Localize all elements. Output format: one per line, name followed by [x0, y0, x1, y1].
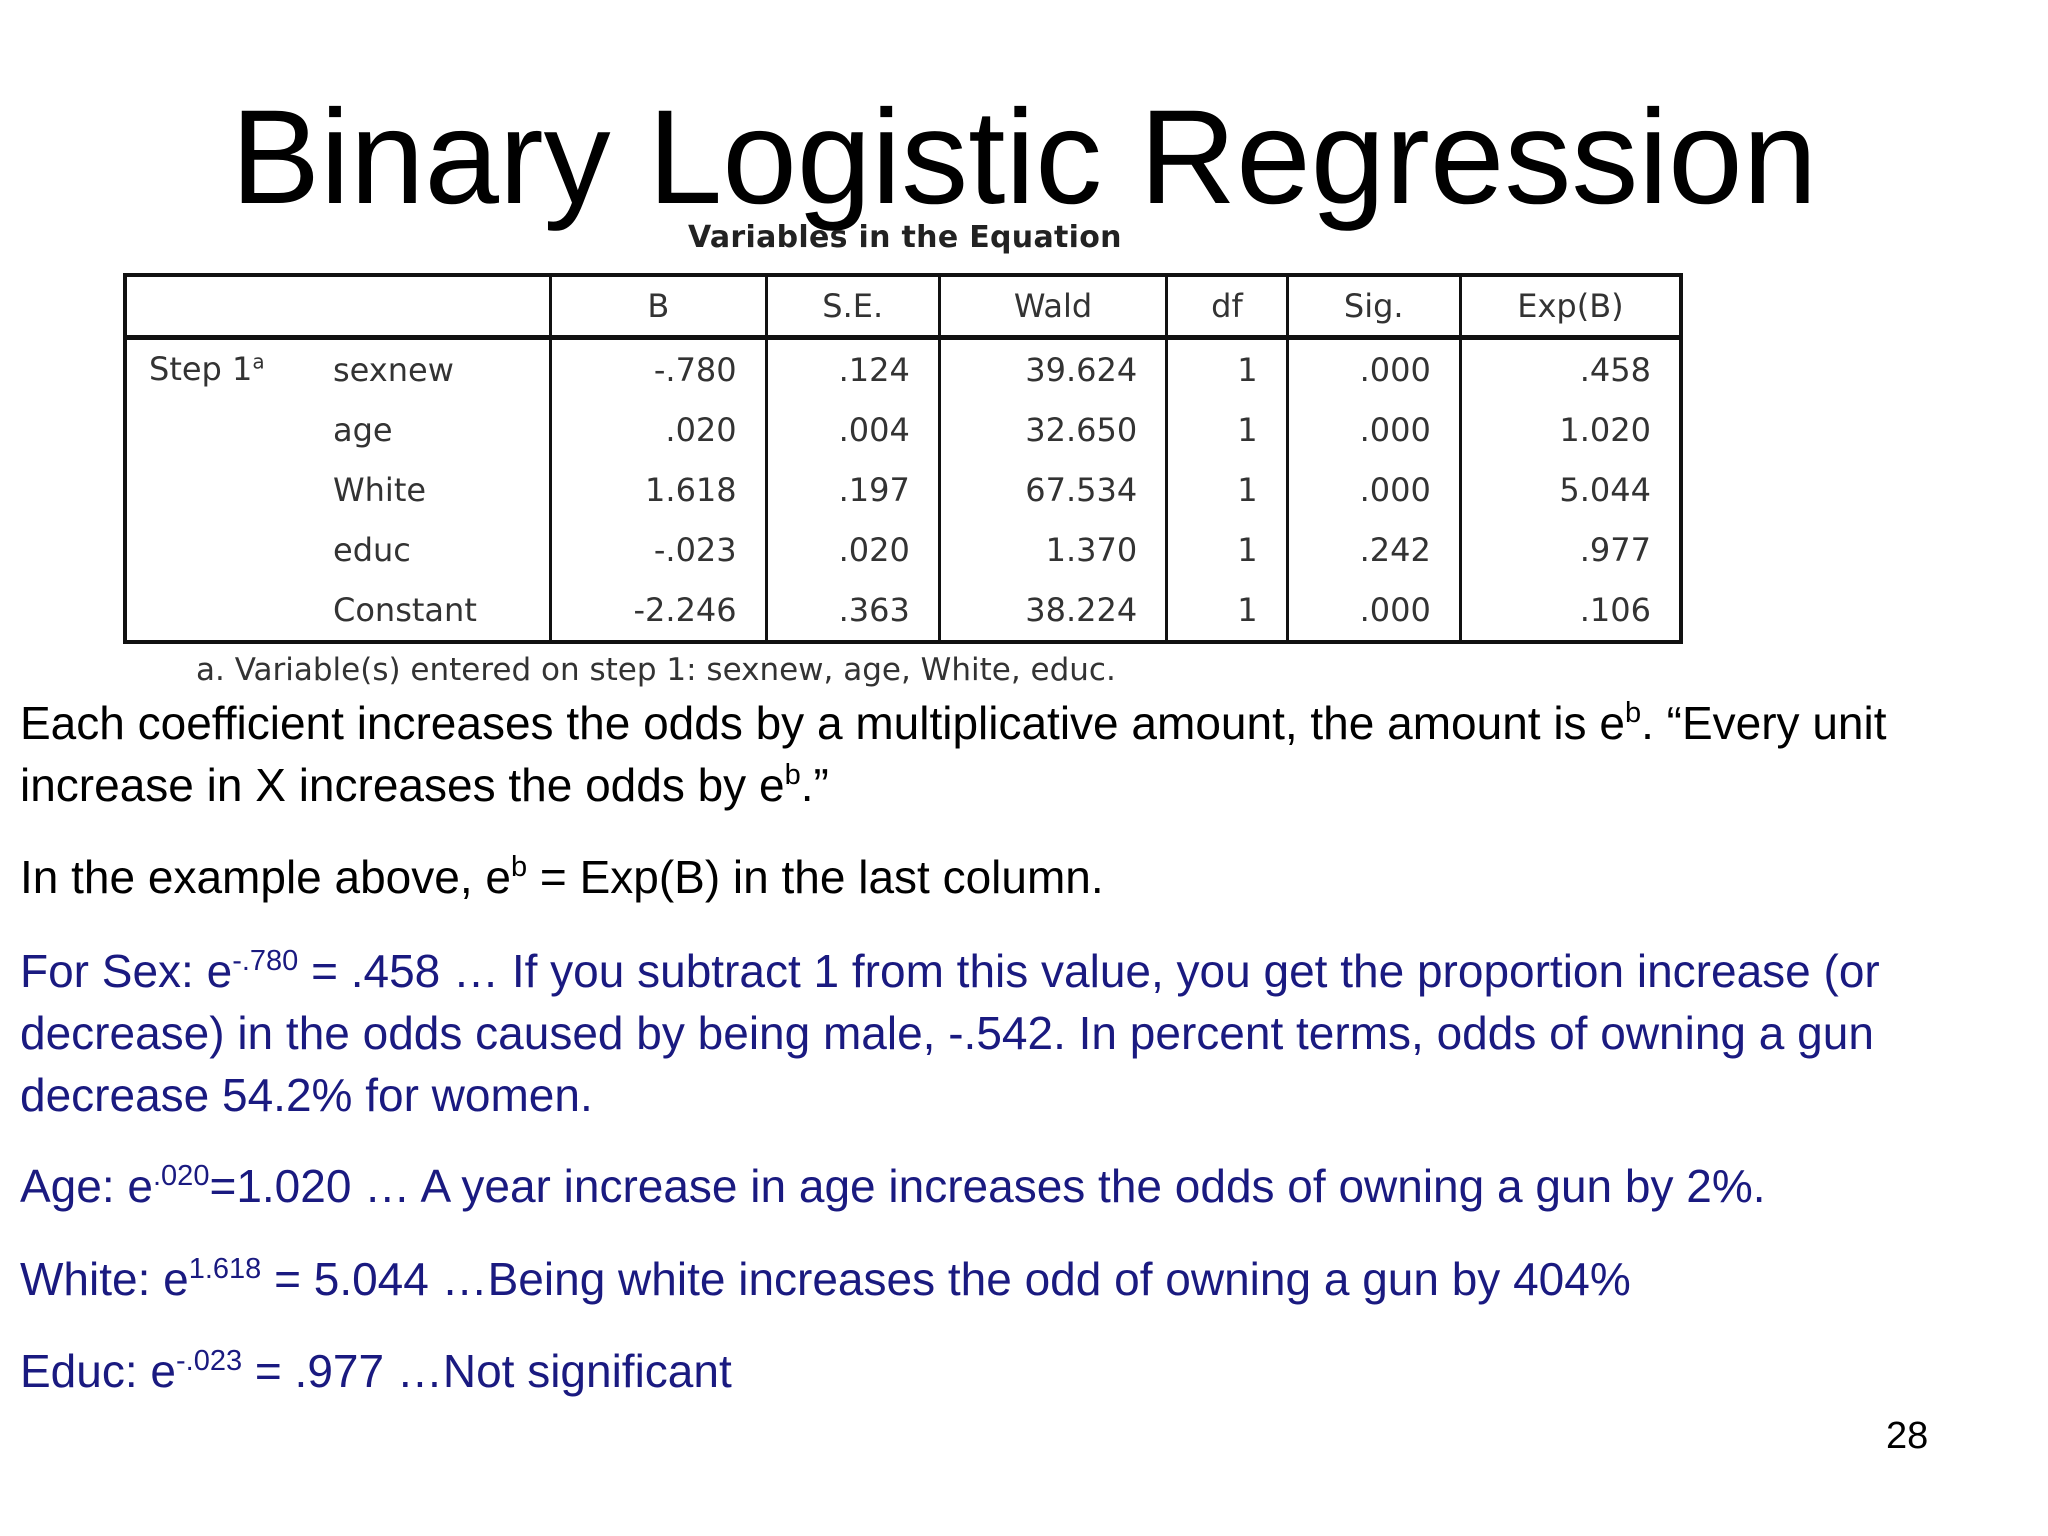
cell-wald: 38.224	[937, 580, 1167, 642]
table-row: educ -.023 .020 1.370 1 .242 .977	[125, 520, 1681, 580]
paragraph-example: In the example above, eb = Exp(B) in the…	[20, 846, 2030, 908]
header-df: df	[1165, 275, 1288, 340]
cell-b: -.023	[549, 520, 767, 580]
cell-se: .197	[764, 460, 940, 520]
table-caption: Variables in the Equation	[688, 220, 1122, 255]
cell-df: 1	[1165, 400, 1288, 460]
cell-sig: .000	[1285, 400, 1461, 460]
text-run: White: e	[20, 1253, 189, 1305]
cell-wald: 1.370	[937, 520, 1167, 580]
text-run: Each coefficient increases the odds by a…	[20, 697, 1625, 749]
cell-b: -2.246	[549, 580, 767, 642]
paragraph-white: White: e1.618 = 5.044 …Being white incre…	[20, 1248, 2030, 1310]
header-stub	[123, 275, 333, 340]
text-run: Age: e	[20, 1160, 153, 1212]
paragraph-sex: For Sex: e-.780 = .458 … If you subtract…	[20, 940, 2030, 1126]
text-run: For Sex: e	[20, 945, 233, 997]
slide-title: Binary Logistic Regression	[230, 83, 1818, 232]
row-label: sexnew	[333, 351, 454, 389]
cell-expb: .977	[1458, 520, 1681, 580]
cell-expb: .106	[1458, 580, 1681, 642]
cell-df: 1	[1165, 520, 1288, 580]
cell-df: 1	[1165, 337, 1288, 400]
text-run: =1.020 … A year increase in age increase…	[209, 1160, 1766, 1212]
text-run: = .977 …Not significant	[242, 1345, 732, 1397]
table-row: age .020 .004 32.650 1 .000 1.020	[125, 400, 1681, 460]
superscript: 1.618	[188, 1253, 262, 1285]
table-footnote: a. Variable(s) entered on step 1: sexnew…	[196, 652, 1116, 688]
cell-expb: .458	[1458, 337, 1681, 400]
cell-sig: .000	[1285, 460, 1461, 520]
header-wald: Wald	[937, 275, 1167, 340]
cell-expb: 1.020	[1458, 400, 1681, 460]
text-run: = .458 … If you subtract 1 from this val…	[20, 945, 1880, 1121]
cell-wald: 39.624	[937, 337, 1167, 400]
step-label-text: Step 1	[149, 350, 253, 388]
cell-sig: .242	[1285, 520, 1461, 580]
superscript: .020	[153, 1160, 210, 1192]
cell-b: .020	[549, 400, 767, 460]
cell-df: 1	[1165, 460, 1288, 520]
text-run: .”	[800, 759, 829, 811]
row-label: White	[333, 471, 427, 509]
cell-sig: .000	[1285, 580, 1461, 642]
superscript: -.780	[232, 945, 299, 977]
cell-wald: 32.650	[937, 400, 1167, 460]
header-stub-var	[333, 275, 551, 340]
variables-table: B S.E. Wald df Sig. Exp(B) Step 1a sexne…	[123, 273, 1683, 644]
header-expb: Exp(B)	[1458, 275, 1681, 340]
cell-expb: 5.044	[1458, 460, 1681, 520]
step-label: Step 1a	[123, 337, 333, 642]
header-sig: Sig.	[1285, 275, 1461, 340]
cell-sig: .000	[1285, 337, 1461, 400]
cell-se: .363	[764, 580, 940, 642]
text-run: = 5.044 …Being white increases the odd o…	[261, 1253, 1631, 1305]
paragraph-coefficient-explanation: Each coefficient increases the odds by a…	[20, 692, 2030, 816]
cell-se: .124	[764, 337, 940, 400]
cell-df: 1	[1165, 580, 1288, 642]
cell-wald: 67.534	[937, 460, 1167, 520]
row-label: educ	[333, 531, 411, 569]
table-header-row: B S.E. Wald df Sig. Exp(B)	[123, 275, 1681, 340]
paragraph-educ: Educ: e-.023 = .977 …Not significant	[20, 1340, 2030, 1402]
superscript: b	[784, 759, 801, 791]
text-run: . “Every unit increase in X increases th…	[20, 697, 1887, 811]
table-row: Constant -2.246 .363 38.224 1 .000 .106	[125, 580, 1681, 642]
table-row: Step 1a sexnew -.780 .124 39.624 1 .000 …	[123, 337, 1681, 642]
table-row: White 1.618 .197 67.534 1 .000 5.044	[125, 460, 1681, 520]
header-se: S.E.	[764, 275, 940, 340]
header-b: B	[549, 275, 767, 340]
superscript: b	[511, 851, 528, 883]
step-superscript: a	[252, 349, 265, 374]
cell-se: .020	[764, 520, 940, 580]
cell-se: .004	[764, 400, 940, 460]
text-run: = Exp(B) in the last column.	[527, 851, 1104, 903]
cell-b: -.780	[549, 337, 767, 400]
superscript: b	[1624, 697, 1642, 729]
cell-b: 1.618	[549, 460, 767, 520]
page-number: 28	[1886, 1415, 1929, 1457]
paragraph-age: Age: e.020=1.020 … A year increase in ag…	[20, 1155, 2030, 1217]
text-run: In the example above, e	[20, 851, 511, 903]
row-label: Constant	[333, 591, 477, 629]
text-run: Educ: e	[20, 1345, 176, 1397]
superscript: -.023	[176, 1345, 243, 1377]
row-label: age	[333, 411, 393, 449]
